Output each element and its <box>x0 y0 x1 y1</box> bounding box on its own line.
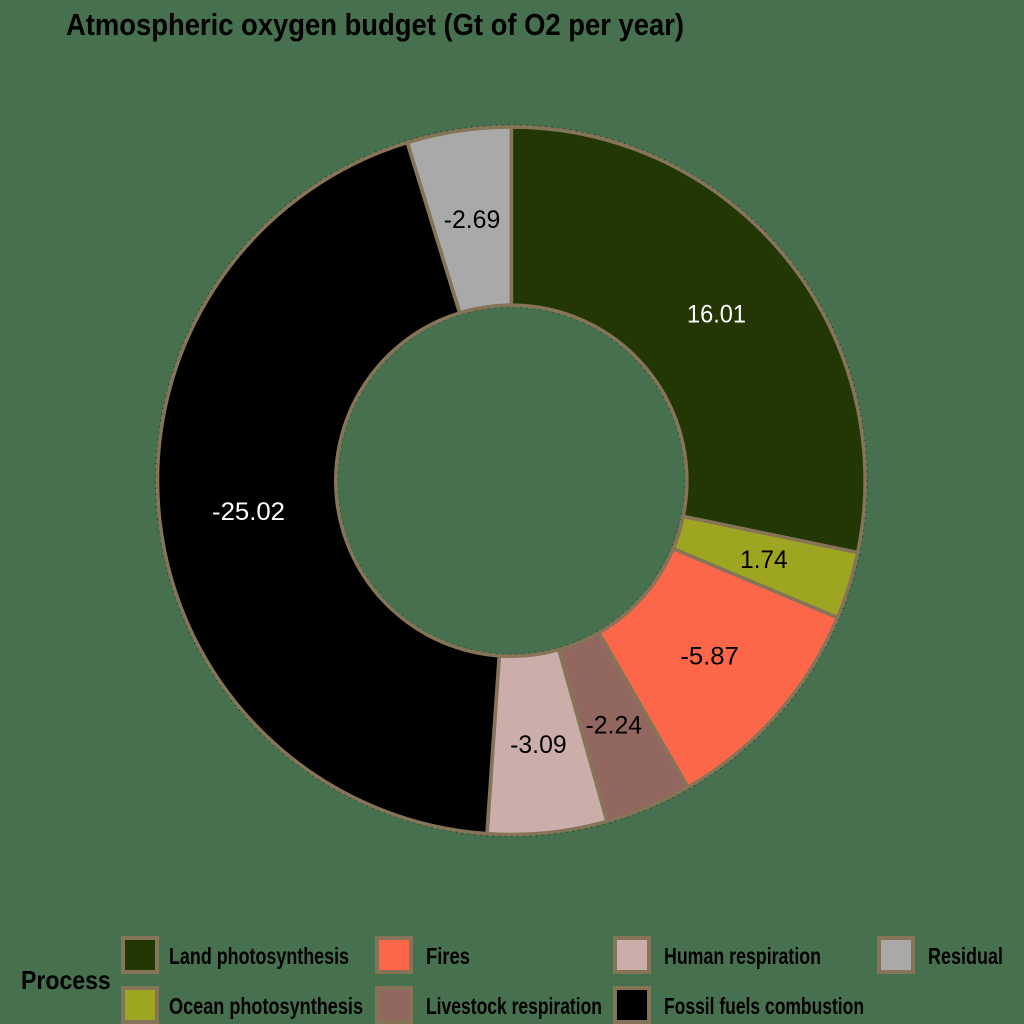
svg-text:-2.69: -2.69 <box>444 206 501 234</box>
svg-text:-3.09: -3.09 <box>510 731 567 759</box>
svg-text:16.01: 16.01 <box>687 301 746 329</box>
svg-text:-2.24: -2.24 <box>586 712 643 740</box>
svg-text:-25.02: -25.02 <box>212 498 285 526</box>
svg-text:-5.87: -5.87 <box>680 643 739 671</box>
svg-text:1.74: 1.74 <box>740 546 788 574</box>
